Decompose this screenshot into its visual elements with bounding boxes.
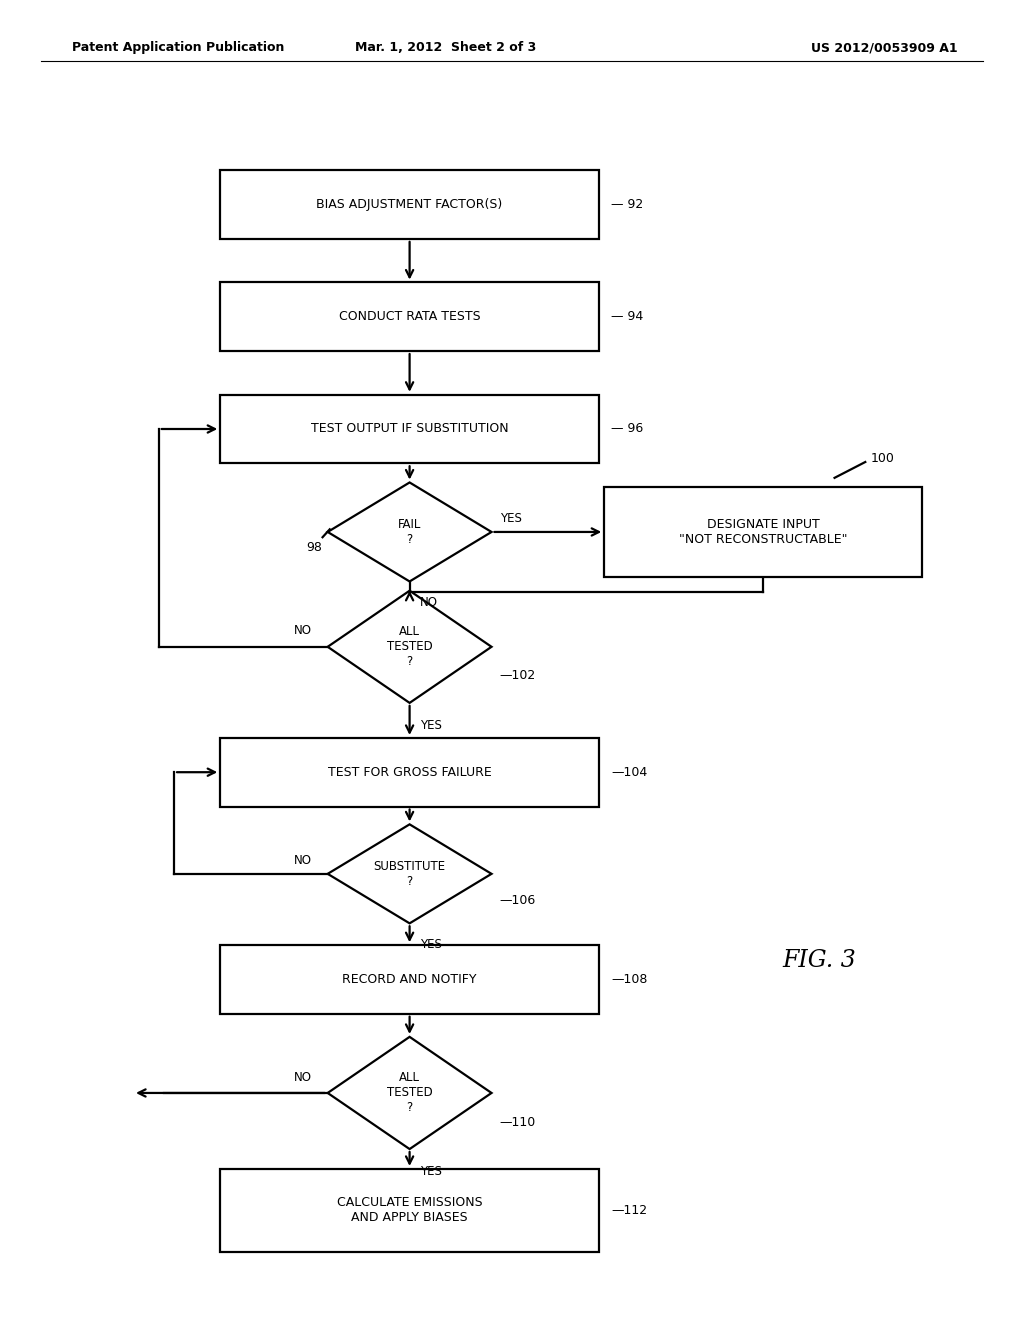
Text: ALL
TESTED
?: ALL TESTED ? bbox=[387, 626, 432, 668]
Text: TEST FOR GROSS FAILURE: TEST FOR GROSS FAILURE bbox=[328, 766, 492, 779]
Text: NO: NO bbox=[294, 624, 312, 638]
Text: YES: YES bbox=[420, 1166, 441, 1177]
Polygon shape bbox=[328, 824, 492, 924]
Polygon shape bbox=[328, 483, 492, 581]
Text: FAIL
?: FAIL ? bbox=[398, 517, 421, 546]
Polygon shape bbox=[328, 591, 492, 702]
FancyBboxPatch shape bbox=[220, 170, 599, 239]
FancyBboxPatch shape bbox=[220, 1170, 599, 1251]
Text: SUBSTITUTE
?: SUBSTITUTE ? bbox=[374, 859, 445, 888]
Text: Mar. 1, 2012  Sheet 2 of 3: Mar. 1, 2012 Sheet 2 of 3 bbox=[354, 41, 537, 54]
Text: NO: NO bbox=[420, 597, 438, 609]
Text: NO: NO bbox=[294, 854, 312, 867]
FancyBboxPatch shape bbox=[220, 738, 599, 807]
Text: —108: —108 bbox=[611, 973, 648, 986]
Text: NO: NO bbox=[294, 1071, 312, 1084]
Text: —112: —112 bbox=[611, 1204, 647, 1217]
Text: 100: 100 bbox=[870, 451, 894, 465]
FancyBboxPatch shape bbox=[604, 487, 922, 577]
Text: US 2012/0053909 A1: US 2012/0053909 A1 bbox=[811, 41, 957, 54]
Text: 98: 98 bbox=[306, 541, 323, 554]
Text: — 92: — 92 bbox=[611, 198, 643, 211]
Text: TEST OUTPUT IF SUBSTITUTION: TEST OUTPUT IF SUBSTITUTION bbox=[311, 422, 508, 436]
Text: FIG. 3: FIG. 3 bbox=[782, 949, 856, 973]
Text: CONDUCT RATA TESTS: CONDUCT RATA TESTS bbox=[339, 310, 480, 323]
Text: —106: —106 bbox=[500, 894, 536, 907]
FancyBboxPatch shape bbox=[220, 395, 599, 463]
Text: ALL
TESTED
?: ALL TESTED ? bbox=[387, 1072, 432, 1114]
Polygon shape bbox=[328, 1038, 492, 1148]
Text: — 96: — 96 bbox=[611, 422, 643, 436]
Text: YES: YES bbox=[500, 512, 521, 525]
Text: —102: —102 bbox=[500, 669, 536, 682]
Text: YES: YES bbox=[420, 939, 441, 950]
Text: Patent Application Publication: Patent Application Publication bbox=[72, 41, 284, 54]
Text: —104: —104 bbox=[611, 766, 647, 779]
Text: RECORD AND NOTIFY: RECORD AND NOTIFY bbox=[342, 973, 477, 986]
Text: BIAS ADJUSTMENT FACTOR(S): BIAS ADJUSTMENT FACTOR(S) bbox=[316, 198, 503, 211]
Text: —110: —110 bbox=[500, 1115, 536, 1129]
Text: CALCULATE EMISSIONS
AND APPLY BIASES: CALCULATE EMISSIONS AND APPLY BIASES bbox=[337, 1196, 482, 1225]
FancyBboxPatch shape bbox=[220, 945, 599, 1014]
Text: DESIGNATE INPUT
"NOT RECONSTRUCTABLE": DESIGNATE INPUT "NOT RECONSTRUCTABLE" bbox=[679, 517, 847, 546]
FancyBboxPatch shape bbox=[220, 282, 599, 351]
Text: — 94: — 94 bbox=[611, 310, 643, 323]
Text: YES: YES bbox=[420, 719, 441, 731]
